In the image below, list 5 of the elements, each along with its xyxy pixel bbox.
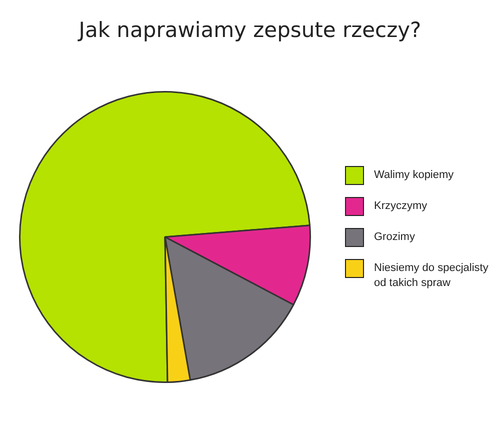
legend-label: Niesiemy do specjalisty od takich spraw <box>374 261 490 291</box>
legend-label: Krzyczymy <box>374 199 428 214</box>
chart-title: Jak naprawiamy zepsute rzeczy? <box>76 18 422 42</box>
legend-label: Grozimy <box>374 230 415 245</box>
legend-label: Walimy kopiemy <box>374 168 454 183</box>
